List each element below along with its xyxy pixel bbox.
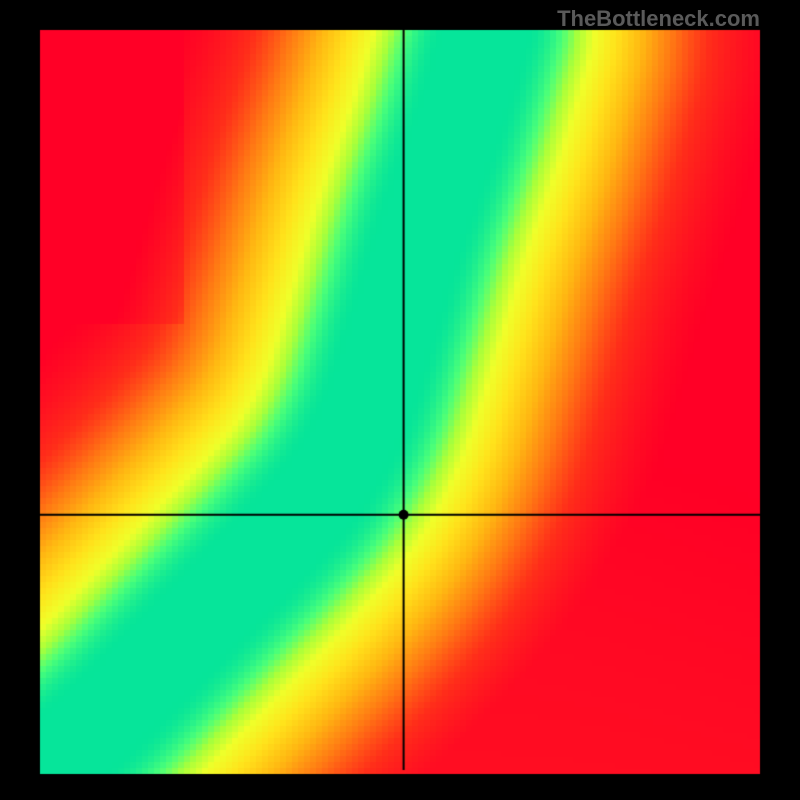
heatmap-canvas (0, 0, 800, 800)
watermark-text: TheBottleneck.com (557, 6, 760, 32)
chart-root: TheBottleneck.com (0, 0, 800, 800)
